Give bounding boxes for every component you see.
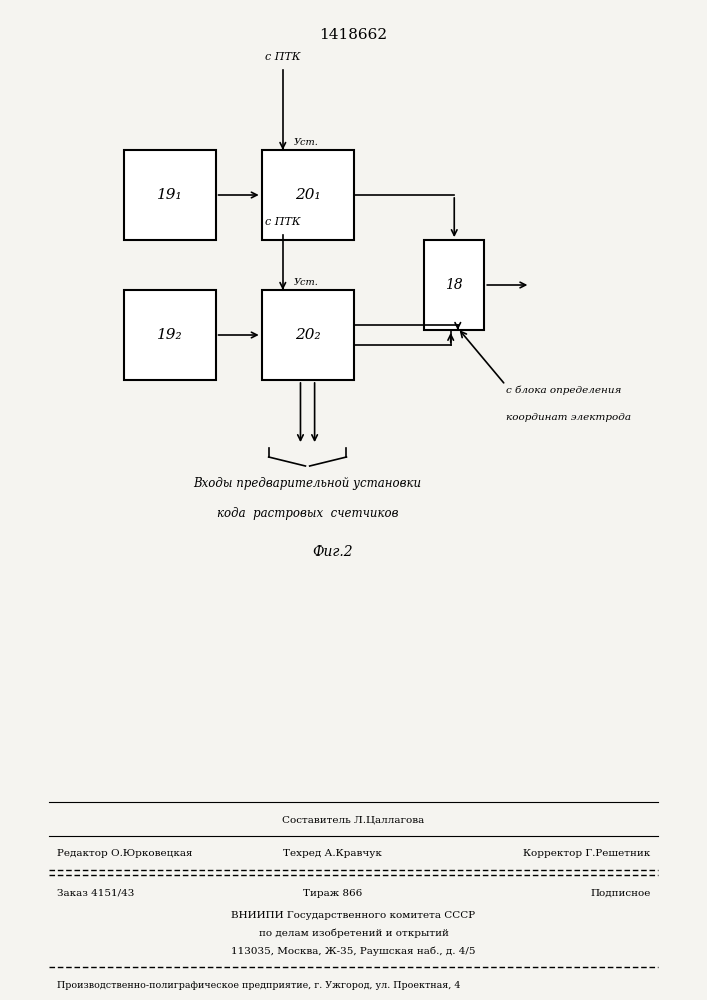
Text: кода  растровых  счетчиков: кода растровых счетчиков — [217, 508, 398, 520]
FancyBboxPatch shape — [124, 150, 216, 240]
Text: координат электрода: координат электрода — [506, 413, 631, 422]
Text: 19₁: 19₁ — [157, 188, 182, 202]
Text: Фиг.2: Фиг.2 — [312, 545, 353, 559]
Text: 1418662: 1418662 — [320, 28, 387, 42]
Text: 18: 18 — [445, 278, 463, 292]
Text: 113035, Москва, Ж-35, Раушская наб., д. 4/5: 113035, Москва, Ж-35, Раушская наб., д. … — [231, 946, 476, 956]
Text: Редактор О.Юрковецкая: Редактор О.Юрковецкая — [57, 849, 192, 858]
Text: 20₂: 20₂ — [295, 328, 320, 342]
Text: Тираж 866: Тираж 866 — [303, 888, 362, 898]
Text: Техред А.Кравчук: Техред А.Кравчук — [283, 849, 382, 858]
Text: с ПТК: с ПТК — [265, 217, 300, 227]
Text: Производственно-полиграфическое предприятие, г. Ужгород, ул. Проектная, 4: Производственно-полиграфическое предприя… — [57, 980, 460, 989]
FancyBboxPatch shape — [262, 150, 354, 240]
Text: с ПТК: с ПТК — [265, 52, 300, 62]
FancyBboxPatch shape — [424, 240, 484, 330]
Text: ВНИИПИ Государственного комитета СССР: ВНИИПИ Государственного комитета СССР — [231, 910, 476, 920]
FancyBboxPatch shape — [124, 290, 216, 380]
Text: Составитель Л.Цаллагова: Составитель Л.Цаллагова — [282, 816, 425, 824]
Text: с блока определения: с блока определения — [506, 385, 621, 395]
Text: 19₂: 19₂ — [157, 328, 182, 342]
Text: Уст.: Уст. — [293, 278, 318, 287]
Text: Входы предварительной установки: Входы предварительной установки — [194, 478, 421, 490]
FancyBboxPatch shape — [262, 290, 354, 380]
Text: Заказ 4151/43: Заказ 4151/43 — [57, 888, 134, 898]
Text: 20₁: 20₁ — [295, 188, 320, 202]
Text: Уст.: Уст. — [293, 138, 318, 147]
Text: Подписное: Подписное — [590, 888, 650, 898]
Text: по делам изобретений и открытий: по делам изобретений и открытий — [259, 928, 448, 938]
Text: Корректор Г.Решетник: Корректор Г.Решетник — [523, 849, 650, 858]
